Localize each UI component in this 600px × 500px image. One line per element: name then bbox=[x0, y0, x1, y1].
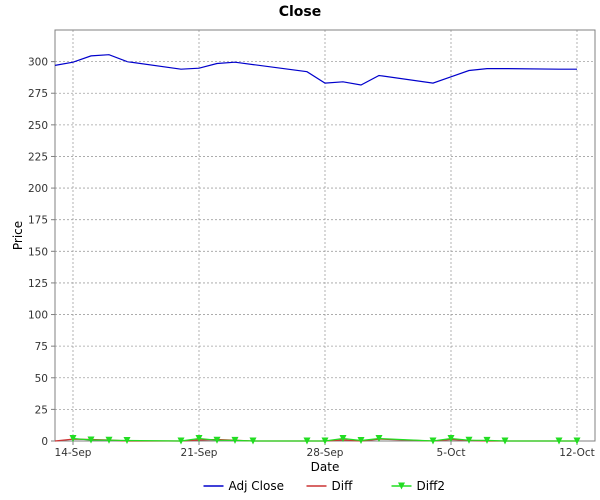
data-point bbox=[69, 434, 77, 442]
data-point bbox=[501, 437, 509, 445]
y-tick-label: 75 bbox=[35, 341, 48, 353]
y-tick-label: 250 bbox=[28, 120, 48, 132]
legend-marker bbox=[398, 482, 405, 490]
data-point bbox=[87, 436, 95, 444]
data-point bbox=[339, 434, 347, 442]
y-tick-label: 25 bbox=[35, 404, 48, 416]
data-point bbox=[375, 434, 383, 442]
x-tick-label: 28-Sep bbox=[307, 447, 344, 459]
data-point bbox=[231, 436, 239, 444]
x-tick-label: 14-Sep bbox=[55, 447, 92, 459]
data-point bbox=[321, 437, 329, 445]
y-tick-label: 125 bbox=[28, 278, 48, 290]
data-point bbox=[429, 437, 437, 445]
y-tick-label: 225 bbox=[28, 151, 48, 163]
y-axis-label: Price bbox=[11, 221, 25, 250]
x-tick-label: 5-Oct bbox=[437, 447, 466, 459]
data-point bbox=[465, 436, 473, 444]
series-layer bbox=[54, 54, 581, 445]
y-tick-label: 275 bbox=[28, 88, 48, 100]
legend-item: Diff2 bbox=[391, 479, 445, 493]
chart-title: Close bbox=[279, 4, 322, 20]
x-tick-label: 12-Oct bbox=[559, 447, 595, 459]
y-axis: 0 25 50 75 100 125 150 175 200 225 250 275 300 bbox=[28, 57, 55, 448]
data-point bbox=[249, 437, 257, 445]
series-diff2 bbox=[69, 434, 581, 445]
legend-label: Diff bbox=[332, 479, 354, 493]
y-tick-label: 0 bbox=[41, 436, 48, 448]
y-tick-label: 50 bbox=[35, 373, 48, 385]
y-tick-label: 300 bbox=[28, 57, 48, 69]
data-point bbox=[357, 436, 365, 444]
grid bbox=[55, 30, 595, 442]
legend-label: Diff2 bbox=[417, 479, 445, 493]
data-point bbox=[303, 437, 311, 445]
data-point bbox=[105, 436, 113, 444]
y-tick-label: 150 bbox=[28, 246, 48, 258]
data-point bbox=[483, 436, 491, 444]
data-point bbox=[123, 436, 131, 444]
y-tick-label: 100 bbox=[28, 310, 48, 322]
x-tick-label: 21-Sep bbox=[181, 447, 218, 459]
x-axis: 14-Sep 21-Sep 28-Sep 5-Oct 12-Oct bbox=[55, 441, 595, 459]
x-axis-label: Date bbox=[311, 460, 340, 474]
legend-item: Adj Close bbox=[203, 479, 284, 493]
data-point bbox=[555, 437, 563, 445]
legend-item: Diff bbox=[306, 479, 354, 493]
data-point bbox=[447, 434, 455, 442]
legend: Adj Close Diff Diff2 bbox=[203, 479, 445, 493]
data-point bbox=[177, 437, 185, 445]
y-tick-label: 175 bbox=[28, 215, 48, 227]
y-tick-label: 200 bbox=[28, 183, 48, 195]
series-adj-close bbox=[54, 54, 577, 86]
data-point bbox=[573, 437, 581, 445]
legend-label: Adj Close bbox=[229, 479, 284, 493]
series-line bbox=[54, 54, 577, 86]
data-point bbox=[195, 434, 203, 442]
data-point bbox=[213, 436, 221, 444]
